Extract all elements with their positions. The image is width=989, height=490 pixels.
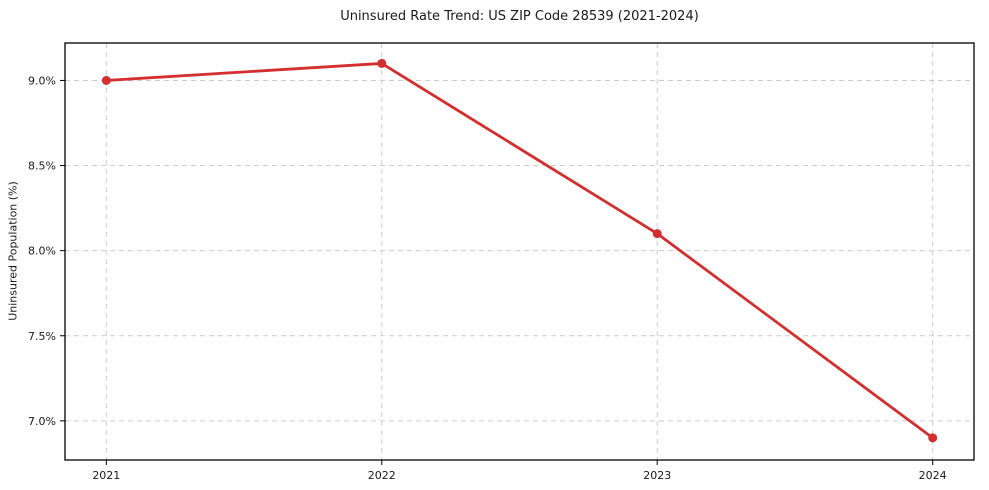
y-tick-label: 8.5%	[28, 160, 56, 173]
data-point	[928, 433, 938, 443]
chart-title: Uninsured Rate Trend: US ZIP Code 28539 …	[340, 9, 699, 24]
x-tick-label: 2022	[368, 469, 396, 482]
trend-line	[104, 62, 935, 440]
x-tick-label: 2021	[92, 469, 120, 482]
x-tick-label: 2024	[919, 469, 947, 482]
x-tick-label: 2023	[643, 469, 671, 482]
y-tick-label: 7.5%	[28, 330, 56, 343]
data-point	[652, 229, 662, 239]
y-tick-label: 9.0%	[28, 74, 56, 87]
data-point	[101, 75, 111, 85]
plot-border	[64, 42, 975, 461]
y-tick-label: 7.0%	[28, 415, 56, 428]
y-tick-label: 8.0%	[28, 245, 56, 258]
data-point	[377, 58, 387, 68]
